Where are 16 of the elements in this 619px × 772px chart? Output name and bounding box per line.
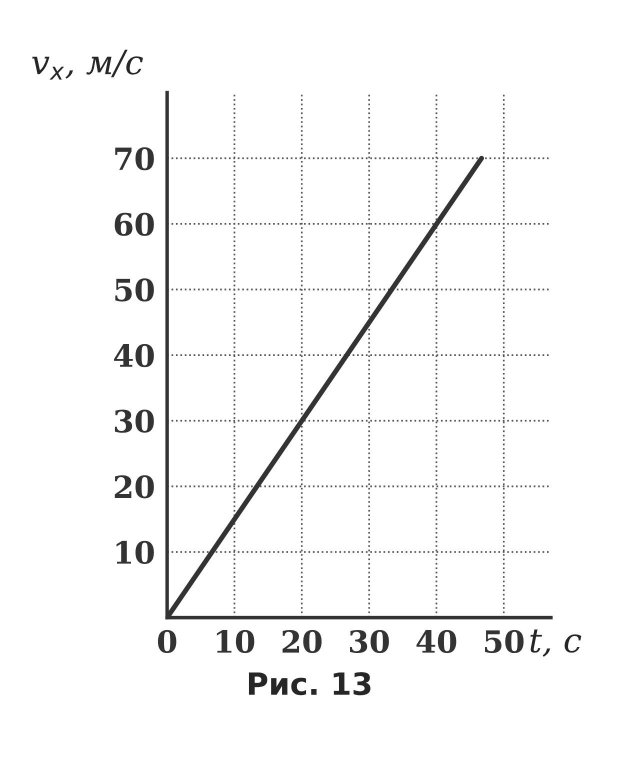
text: Рис. 13 — [248, 672, 370, 696]
x-tick-label: 10 — [216, 630, 254, 654]
y-tick-label: 10 — [116, 540, 154, 564]
y-tick-label: 60 — [114, 212, 154, 236]
x-tick-label: 20 — [282, 630, 322, 654]
x-axis-title: t, с — [530, 630, 582, 657]
y-axis-title: v$_{x}$, м/с — [32, 50, 143, 80]
x-tick-label: 50 — [485, 630, 524, 654]
y-tick-label: 40 — [114, 344, 154, 368]
y-tick-label: 20 — [114, 475, 154, 498]
y-tick-label: 30 — [114, 410, 154, 433]
x-tick-label: 40 — [416, 630, 456, 654]
y-tick-label: 50 — [115, 278, 154, 302]
y-tick-label: 70 — [115, 147, 154, 170]
x-tick-label: 0 — [158, 630, 176, 654]
x-tick-label: 30 — [350, 630, 389, 654]
